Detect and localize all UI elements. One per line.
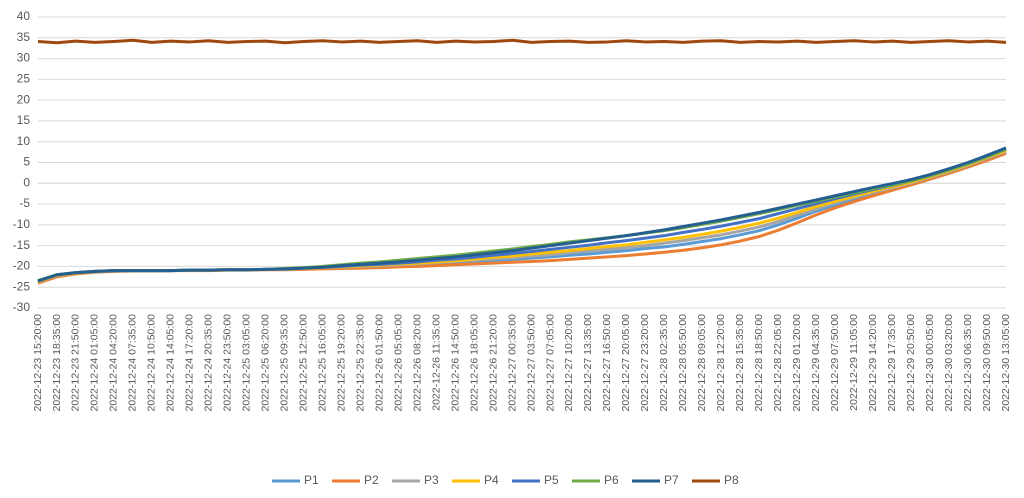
x-tick-label: 2022-12-27 23:20:00	[639, 314, 651, 412]
x-tick-label: 2022-12-23 21:50:00	[70, 314, 82, 412]
x-tick-label: 2022-12-28 22:05:00	[772, 314, 784, 412]
y-tick-label: 0	[23, 175, 30, 189]
y-tick-label: -25	[13, 279, 31, 293]
series-line	[37, 38, 1007, 45]
x-tick-label: 2022-12-29 14:20:00	[867, 314, 879, 412]
x-tick-label: 2022-12-27 07:05:00	[544, 314, 556, 412]
x-tick-label: 2022-12-24 20:35:00	[203, 314, 215, 412]
legend-label: P4	[484, 473, 499, 487]
x-tick-label: 2022-12-27 20:05:00	[620, 314, 632, 412]
x-tick-label: 2022-12-30 13:05:00	[1000, 314, 1012, 412]
x-tick-label: 2022-12-26 11:35:00	[430, 314, 442, 411]
y-tick-label: -5	[19, 196, 30, 210]
y-tick-label: 25	[17, 72, 31, 86]
x-tick-label: 2022-12-24 01:05:00	[89, 314, 101, 412]
x-tick-label: 2022-12-26 18:05:00	[468, 314, 480, 412]
x-tick-label: 2022-12-27 10:20:00	[563, 314, 575, 412]
x-tick-label: 2022-12-28 09:05:00	[696, 314, 708, 412]
x-tick-label: 2022-12-29 07:50:00	[829, 314, 841, 412]
y-tick-label: -30	[13, 300, 31, 314]
x-tick-label: 2022-12-26 01:50:00	[373, 314, 385, 412]
x-tick-label: 2022-12-25 19:20:00	[335, 314, 347, 412]
y-tick-label: 20	[17, 92, 31, 106]
x-tick-label: 2022-12-25 09:35:00	[279, 314, 291, 412]
series-line	[37, 151, 1007, 285]
y-tick-label: 30	[17, 51, 31, 65]
x-tick-label: 2022-12-28 05:50:00	[677, 314, 689, 412]
x-tick-label: 2022-12-28 02:35:00	[658, 314, 670, 412]
x-tick-label: 2022-12-29 04:35:00	[810, 314, 822, 412]
x-tick-label: 2022-12-27 13:35:00	[582, 314, 594, 412]
legend-label: P3	[424, 473, 439, 487]
x-tick-label: 2022-12-26 21:20:00	[487, 314, 499, 412]
x-tick-label: 2022-12-24 17:20:00	[184, 314, 196, 412]
legend-label: P2	[364, 473, 379, 487]
x-tick-label: 2022-12-30 06:35:00	[962, 314, 974, 412]
x-tick-label: 2022-12-24 04:20:00	[108, 314, 120, 412]
x-tick-label: 2022-12-25 03:05:00	[241, 314, 253, 412]
y-tick-label: -15	[13, 238, 31, 252]
x-tick-label: 2022-12-29 11:05:00	[848, 314, 860, 411]
x-tick-label: 2022-12-29 17:35:00	[886, 314, 898, 412]
series-line	[37, 146, 1007, 283]
y-tick-label: 15	[17, 113, 31, 127]
x-tick-label: 2022-12-25 16:05:00	[316, 314, 328, 412]
x-tick-label: 2022-12-27 03:50:00	[525, 314, 537, 412]
x-tick-label: 2022-12-27 00:35:00	[506, 314, 518, 412]
x-tick-label: 2022-12-23 18:35:00	[51, 314, 63, 412]
legend-label: P1	[304, 473, 319, 487]
y-tick-label: 10	[17, 134, 31, 148]
x-tick-label: 2022-12-30 09:50:00	[981, 314, 993, 412]
x-tick-label: 2022-12-28 15:35:00	[734, 314, 746, 412]
y-tick-label: 40	[17, 9, 31, 23]
x-tick-label: 2022-12-25 22:35:00	[354, 314, 366, 412]
x-tick-label: 2022-12-28 12:20:00	[715, 314, 727, 412]
x-tick-label: 2022-12-23 15:20:00	[32, 314, 44, 412]
x-tick-label: 2022-12-26 08:20:00	[411, 314, 423, 412]
x-tick-label: 2022-12-24 23:50:00	[222, 314, 234, 412]
x-tick-label: 2022-12-26 14:50:00	[449, 314, 461, 412]
y-tick-label: 35	[17, 30, 31, 44]
x-tick-label: 2022-12-30 03:20:00	[943, 314, 955, 412]
y-tick-label: -20	[13, 259, 31, 273]
legend-label: P8	[724, 473, 739, 487]
x-tick-label: 2022-12-25 12:50:00	[298, 314, 310, 412]
y-tick-label: 5	[23, 155, 30, 169]
x-tick-label: 2022-12-29 01:20:00	[791, 314, 803, 412]
y-tick-label: -10	[13, 217, 31, 231]
x-tick-label: 2022-12-25 06:20:00	[260, 314, 272, 412]
legend-label: P6	[604, 473, 619, 487]
x-tick-label: 2022-12-24 07:35:00	[127, 314, 139, 412]
x-tick-label: 2022-12-29 20:50:00	[905, 314, 917, 412]
x-tick-label: 2022-12-30 00:05:00	[924, 314, 936, 412]
x-tick-label: 2022-12-24 10:50:00	[146, 314, 158, 412]
legend-label: P7	[664, 473, 679, 487]
x-tick-label: 2022-12-24 14:05:00	[165, 314, 177, 412]
legend-label: P5	[544, 473, 559, 487]
x-tick-label: 2022-12-28 18:50:00	[753, 314, 765, 412]
x-tick-label: 2022-12-27 16:50:00	[601, 314, 613, 412]
x-tick-label: 2022-12-26 05:05:00	[392, 314, 404, 412]
